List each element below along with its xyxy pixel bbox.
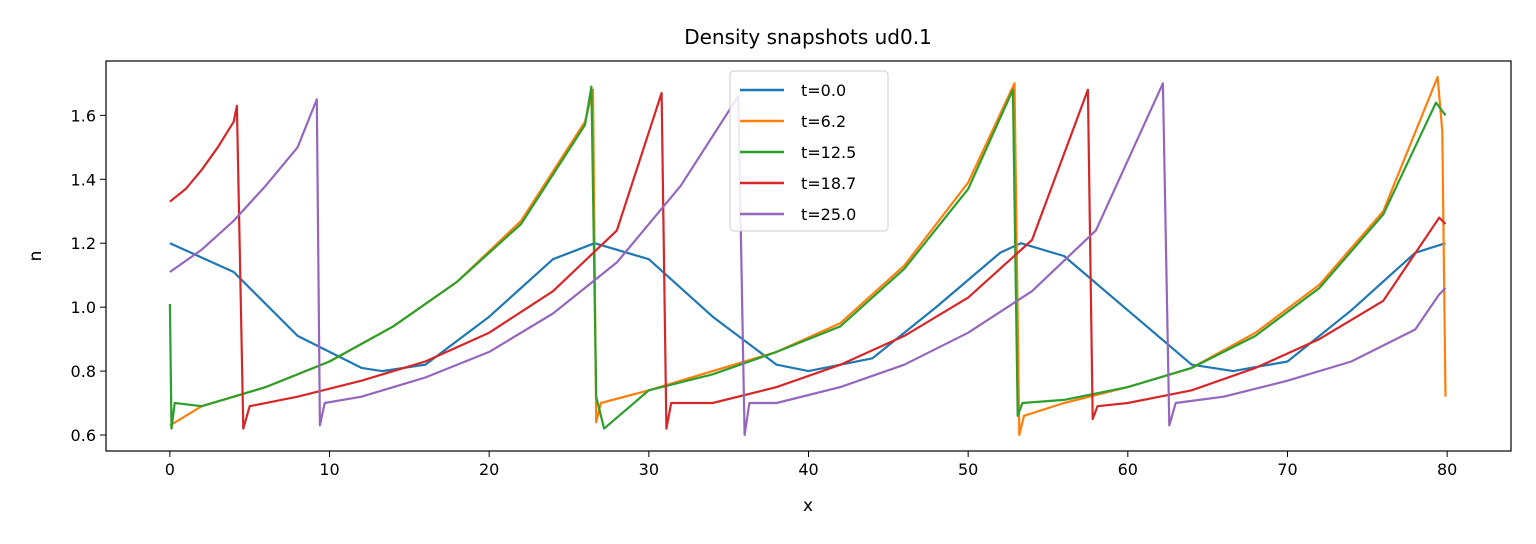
y-tick-label: 0.6	[71, 426, 96, 445]
x-tick-label: 0	[165, 460, 175, 479]
series-line-4	[169, 82, 1447, 437]
x-tick-label: 70	[1277, 460, 1297, 479]
legend: t=0.0 t=6.2 t=12.5 t=18.7 t=25.0	[729, 70, 889, 232]
y-tick-label: 1.0	[71, 298, 96, 317]
legend-label: t=12.5	[801, 143, 856, 162]
chart-title: Density snapshots ud0.1	[684, 25, 932, 49]
y-tick-label: 1.2	[71, 234, 96, 253]
y-axis-label: n	[26, 251, 46, 262]
legend-label: t=18.7	[801, 174, 856, 193]
y-tick-label: 1.4	[71, 170, 96, 189]
x-tick-label: 20	[479, 460, 499, 479]
x-tick-label: 40	[798, 460, 818, 479]
y-tick-label: 0.8	[71, 362, 96, 381]
legend-label: t=0.0	[801, 81, 846, 100]
legend-label: t=25.0	[801, 205, 856, 224]
y-axis: 0.6 0.8 1.0 1.2 1.4 1.6	[71, 106, 106, 445]
x-tick-label: 50	[958, 460, 978, 479]
plot-area	[105, 60, 1512, 452]
x-axis: 0 10 20 30 40 50 60 70 80	[165, 451, 1457, 479]
x-axis-label: x	[803, 496, 813, 516]
series-line-0	[169, 242, 1446, 373]
x-tick-label: 80	[1437, 460, 1457, 479]
series-layer	[168, 75, 1447, 437]
x-tick-label: 60	[1118, 460, 1138, 479]
legend-box	[729, 70, 889, 232]
legend-label: t=6.2	[801, 112, 846, 131]
x-tick-label: 10	[319, 460, 339, 479]
x-tick-label: 30	[639, 460, 659, 479]
y-tick-label: 1.6	[71, 106, 96, 125]
